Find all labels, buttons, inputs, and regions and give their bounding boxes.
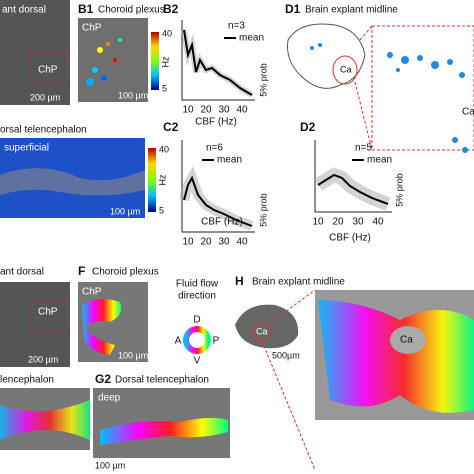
region-label: Ca — [400, 335, 413, 346]
region-label: Ca — [340, 64, 352, 74]
xtick: 30 — [218, 237, 230, 248]
color-wheel — [183, 326, 211, 354]
xtick: 20 — [200, 105, 212, 116]
xtick: 10 — [312, 217, 324, 228]
roi-label: ChP — [38, 307, 58, 318]
title: Brain explant midline — [252, 277, 345, 288]
panel-label: G2 — [95, 372, 111, 386]
dir: V — [194, 356, 201, 367]
xtick: 40 — [236, 237, 248, 248]
mean-line — [183, 175, 253, 227]
region — [390, 326, 426, 354]
xtick: 10 — [182, 105, 194, 116]
scale: 200 µm — [30, 92, 60, 102]
title: ant dorsal — [0, 267, 44, 278]
wheel-title: Fluid flow — [176, 279, 219, 290]
xtick: 30 — [218, 105, 230, 116]
axes — [181, 140, 255, 233]
panel-label: D2 — [300, 120, 316, 134]
xtick: 20 — [200, 237, 212, 248]
region-label: Ca — [462, 107, 474, 118]
region-label: Ca — [256, 326, 268, 336]
title: lencephalon — [0, 375, 54, 386]
panel-label: B1 — [78, 2, 94, 16]
xtick: 40 — [372, 217, 384, 228]
xlabel: CBF (Hz) — [201, 217, 243, 228]
xlabel: CBF (Hz) — [195, 117, 237, 128]
roi — [29, 51, 69, 83]
connector — [269, 289, 316, 324]
layer: superficial — [4, 143, 49, 154]
title: Brain explant midline — [305, 5, 398, 16]
title: Choroid plexus — [92, 267, 159, 278]
roi-label: ChP — [38, 65, 58, 76]
xtick: 40 — [236, 105, 248, 116]
connector — [354, 81, 373, 151]
dir: A — [175, 336, 182, 347]
panel-label: D1 — [285, 2, 301, 16]
axes — [181, 20, 255, 101]
xtick: 30 — [352, 217, 364, 228]
mean-line — [183, 29, 253, 96]
colorbar — [148, 148, 156, 212]
scale: 100 µm — [95, 460, 125, 470]
ylabel: 5% prob — [394, 173, 404, 207]
panel-label: C2 — [163, 120, 179, 134]
flow — [100, 417, 228, 445]
roi-label: ChP — [82, 23, 102, 34]
legend: mean — [367, 155, 392, 166]
flow — [318, 300, 474, 413]
title: Choroid plexus — [98, 5, 165, 16]
scale: 100 µm — [110, 206, 140, 216]
image — [0, 282, 70, 367]
panel-label: F — [78, 264, 85, 278]
n: n=3 — [228, 21, 245, 32]
panel-label: B2 — [163, 2, 179, 16]
scale: 200 µm — [28, 354, 58, 364]
colorbar — [151, 32, 159, 90]
title: ant dorsal — [2, 5, 46, 16]
wheel-title: direction — [178, 291, 216, 302]
axes — [314, 140, 392, 213]
scale: 100 µm — [118, 90, 148, 100]
roi — [29, 299, 69, 331]
dir: P — [213, 336, 220, 347]
connector — [359, 25, 373, 41]
cbar-unit: Hz — [160, 56, 170, 67]
legend: mean — [239, 33, 264, 44]
xlabel: CBF (Hz) — [329, 233, 371, 244]
panel-label: H — [235, 274, 244, 288]
legend: mean — [217, 155, 242, 166]
cbar-min: 5 — [162, 83, 167, 93]
flow — [82, 299, 122, 355]
xtick: 20 — [332, 217, 344, 228]
cbar-unit: Hz — [157, 174, 167, 185]
dots — [310, 43, 468, 153]
ylabel: 5% prob — [258, 63, 268, 97]
flow — [0, 400, 90, 440]
cbar-min: 5 — [159, 205, 164, 215]
roi-label: ChP — [82, 287, 102, 298]
cbar-max: 40 — [162, 28, 172, 38]
n: n=5 — [355, 143, 372, 154]
n: n=6 — [206, 143, 223, 154]
scale: 100 µm — [118, 350, 148, 360]
dots — [86, 38, 122, 86]
title: Dorsal telencephalon — [115, 375, 209, 386]
cbar-max: 40 — [159, 144, 169, 154]
midline — [0, 168, 145, 196]
dir: D — [193, 315, 200, 326]
mean-line — [317, 173, 389, 205]
brain — [235, 304, 299, 349]
layer: deep — [98, 393, 121, 404]
connector — [261, 340, 316, 471]
brain-outline — [287, 23, 366, 89]
scale: 500µm — [272, 350, 300, 360]
region — [332, 55, 358, 85]
title: orsal telencephalon — [0, 125, 87, 136]
zoom — [371, 25, 474, 151]
xtick: 10 — [182, 237, 194, 248]
ylabel: 5% prob — [258, 193, 268, 227]
